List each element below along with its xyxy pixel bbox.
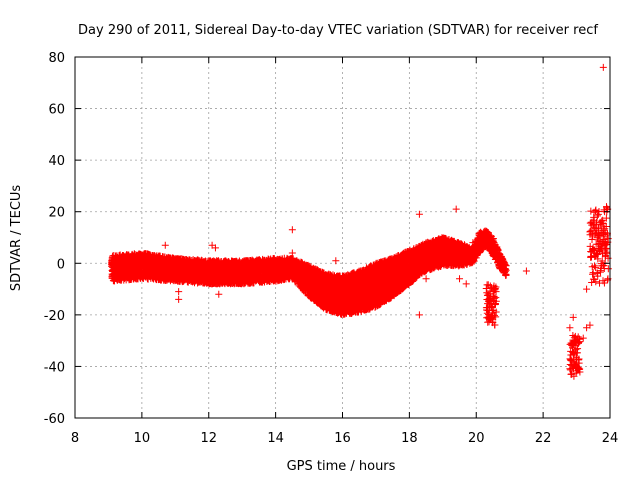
data-points [108, 63, 612, 380]
grid-lines [75, 57, 610, 418]
